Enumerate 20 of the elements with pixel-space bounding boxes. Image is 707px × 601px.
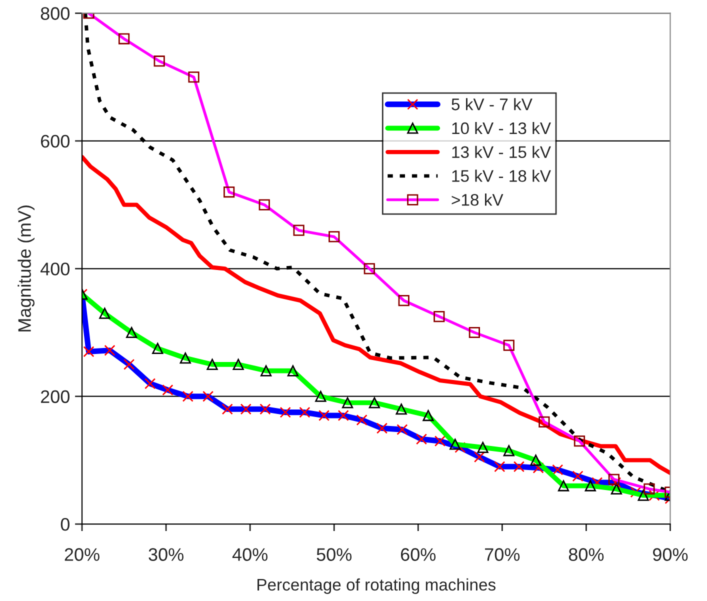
- x-tick-label: 80%: [568, 548, 604, 561]
- y-tick-label: 0: [60, 518, 70, 531]
- x-tick-label: 20%: [64, 548, 100, 561]
- y-tick-label: 800: [40, 7, 70, 20]
- legend-label: 5 kV - 7 kV: [452, 98, 532, 110]
- legend-label: 13 kV - 15 kV: [452, 146, 551, 158]
- x-tick-label: 70%: [485, 548, 520, 561]
- x-tick-label: 90%: [653, 548, 688, 561]
- x-tick-label: 30%: [148, 548, 184, 561]
- y-tick-label: 600: [41, 134, 70, 148]
- legend-label: 15 kV - 18 kV: [452, 170, 551, 182]
- y-axis-title: Magnitude (mV): [18, 206, 35, 332]
- y-tick-label: 200: [40, 390, 70, 404]
- legend-label: 10 kV - 13 kV: [452, 122, 551, 134]
- x-tick-label: 40%: [232, 548, 268, 561]
- y-tick-label: 400: [40, 262, 70, 276]
- x-tick-label: 60%: [400, 548, 436, 561]
- x-tick-label: 50%: [316, 548, 352, 561]
- legend-label: >18 kV: [452, 194, 504, 206]
- x-axis-title: Percentage of rotating machines: [258, 578, 496, 594]
